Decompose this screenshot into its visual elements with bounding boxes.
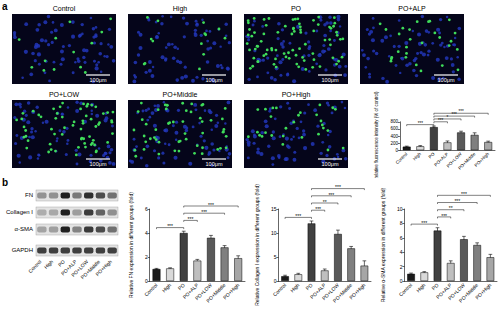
svg-text:PO+LOW: PO+LOW (69, 258, 90, 278)
svg-text:10: 10 (397, 206, 403, 212)
svg-text:100μm: 100μm (90, 161, 107, 167)
svg-text:PO: PO (304, 282, 313, 291)
svg-text:0: 0 (395, 148, 398, 153)
svg-text:0: 0 (400, 278, 403, 284)
svg-text:PO+LOW: PO+LOW (320, 281, 341, 302)
svg-text:PO+High: PO+High (282, 91, 311, 99)
svg-text:PO+ALP: PO+ALP (433, 151, 450, 168)
svg-text:Relative Collagen I expression: Relative Collagen I expression in differ… (254, 184, 260, 306)
svg-text:**: ** (449, 205, 453, 211)
svg-text:***: *** (188, 216, 194, 222)
svg-text:100μm: 100μm (206, 77, 223, 83)
svg-text:PO+Middle: PO+Middle (205, 282, 227, 304)
svg-text:400: 400 (390, 134, 398, 139)
svg-text:Collagen I: Collagen I (6, 209, 33, 215)
svg-text:High: High (289, 282, 301, 294)
svg-text:Relative FN expression in diff: Relative FN expression in different grou… (128, 192, 134, 298)
svg-text:GAPDH: GAPDH (12, 247, 33, 253)
svg-text:PO+ALP: PO+ALP (181, 281, 200, 300)
svg-text:**: ** (323, 199, 327, 205)
svg-text:High: High (415, 282, 427, 294)
svg-text:***: *** (328, 192, 334, 198)
svg-text:PO: PO (428, 151, 436, 159)
svg-text:PO+High: PO+High (348, 282, 367, 301)
svg-text:High: High (173, 5, 188, 13)
svg-text:***: *** (295, 213, 301, 219)
svg-text:6: 6 (145, 206, 148, 212)
svg-text:4: 4 (145, 230, 148, 236)
svg-text:PO+Middle: PO+Middle (79, 258, 102, 281)
svg-text:PO+LOW: PO+LOW (49, 91, 80, 98)
svg-text:PO: PO (430, 282, 439, 291)
svg-text:PO+High: PO+High (473, 151, 490, 168)
svg-text:Relative fluorescence intensit: Relative fluorescence intensity (% of co… (374, 91, 379, 178)
svg-text:6: 6 (400, 235, 403, 241)
svg-text:***: *** (208, 202, 214, 208)
svg-text:PO: PO (177, 282, 186, 291)
svg-text:800: 800 (390, 119, 398, 124)
svg-text:High: High (43, 258, 55, 270)
svg-text:Control: Control (27, 258, 43, 274)
svg-text:PO+LOW: PO+LOW (445, 151, 463, 169)
svg-text:FN: FN (25, 192, 33, 198)
svg-text:4: 4 (400, 249, 403, 255)
svg-text:PO+High: PO+High (222, 282, 241, 301)
svg-text:8: 8 (400, 220, 403, 226)
svg-text:High: High (412, 151, 422, 161)
svg-text:PO+ALP: PO+ALP (308, 281, 327, 300)
svg-text:100μm: 100μm (438, 77, 455, 83)
svg-text:***: *** (418, 121, 424, 126)
svg-text:High: High (161, 282, 173, 294)
svg-text:10: 10 (271, 230, 277, 236)
svg-text:5: 5 (274, 254, 277, 260)
svg-text:600: 600 (390, 126, 398, 131)
svg-text:2: 2 (145, 254, 148, 260)
svg-text:Control: Control (398, 282, 414, 298)
svg-text:100μm: 100μm (206, 161, 223, 167)
svg-text:PO: PO (291, 5, 302, 12)
svg-text:200: 200 (390, 141, 398, 146)
svg-text:PO+ALP: PO+ALP (434, 281, 453, 300)
svg-text:b: b (2, 177, 8, 188)
svg-text:PO+ALP: PO+ALP (398, 5, 426, 12)
svg-text:***: *** (167, 223, 173, 229)
svg-text:PO+Middle: PO+Middle (457, 151, 477, 171)
svg-text:PO+LOW: PO+LOW (446, 281, 467, 302)
svg-text:***: *** (458, 109, 464, 114)
svg-text:PO+Middle: PO+Middle (457, 281, 480, 304)
svg-text:***: *** (461, 191, 467, 197)
svg-text:100μm: 100μm (322, 77, 339, 83)
svg-text:Control: Control (53, 5, 76, 12)
svg-text:PO+Middle: PO+Middle (163, 91, 198, 98)
svg-text:***: *** (454, 198, 460, 204)
svg-text:Control: Control (143, 282, 159, 298)
svg-text:Relative α-SMA expression in d: Relative α-SMA expression in different g… (380, 188, 386, 303)
svg-text:2: 2 (400, 264, 403, 270)
svg-text:Control: Control (395, 151, 409, 165)
svg-text:15: 15 (271, 206, 277, 212)
svg-text:a: a (2, 1, 8, 12)
svg-text:***: *** (335, 184, 341, 190)
svg-text:PO+ALP: PO+ALP (59, 258, 78, 277)
svg-text:PO+Middle: PO+Middle (331, 281, 354, 304)
svg-text:***: *** (441, 213, 447, 219)
svg-text:PO+High: PO+High (474, 282, 493, 301)
svg-text:***: *** (421, 220, 427, 226)
svg-text:PO+High: PO+High (94, 258, 113, 277)
svg-text:Control: Control (272, 282, 288, 298)
svg-text:0: 0 (274, 278, 277, 284)
svg-text:PO: PO (56, 258, 66, 268)
svg-text:100μm: 100μm (90, 77, 107, 83)
svg-text:***: *** (315, 206, 321, 212)
svg-text:***: *** (201, 209, 207, 215)
svg-text:0: 0 (145, 278, 148, 284)
svg-text:α-SMA: α-SMA (15, 226, 33, 232)
svg-text:PO+LOW: PO+LOW (193, 281, 214, 302)
svg-text:100μm: 100μm (322, 161, 339, 167)
